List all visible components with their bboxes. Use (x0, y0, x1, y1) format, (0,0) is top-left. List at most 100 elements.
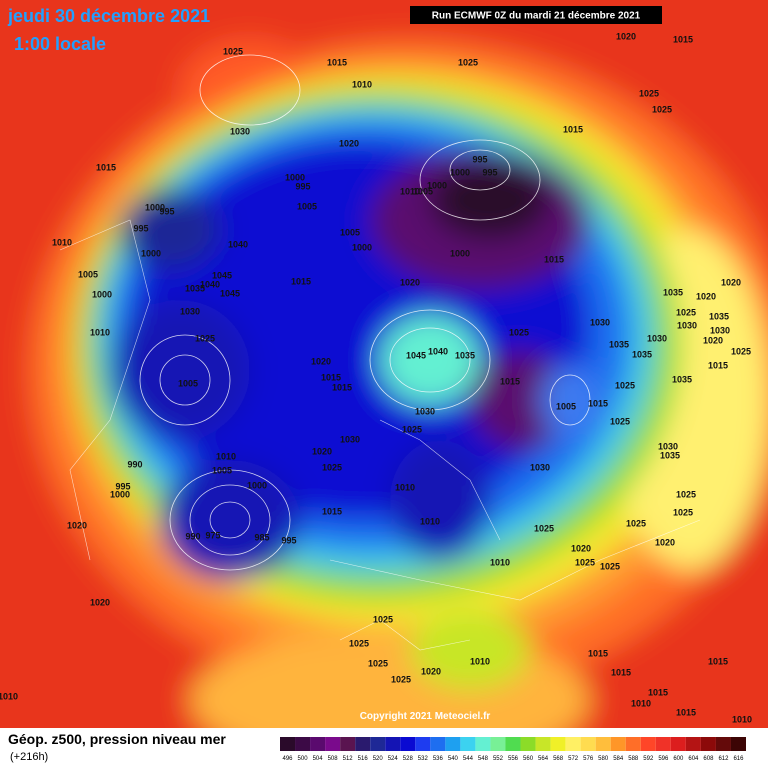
colorbar-label: 520 (373, 756, 384, 762)
isobar-label: 1040 (228, 239, 248, 249)
isobar-label: 1020 (421, 666, 441, 676)
isobar-label: 1015 (611, 667, 631, 677)
colorbar-swatch (280, 737, 296, 751)
colorbar-swatch (520, 737, 536, 751)
isobar-label: 1015 (291, 276, 311, 286)
isobar-label: 1025 (676, 489, 696, 499)
colorbar-swatch (550, 737, 566, 751)
colorbar-label: 608 (703, 756, 714, 762)
colorbar-swatch (400, 737, 416, 751)
isobar-label: 1010 (400, 186, 420, 196)
colorbar-swatch (430, 737, 446, 751)
run-box (410, 6, 662, 24)
isobar-label: 1015 (96, 162, 116, 172)
colorbar-label: 616 (733, 756, 744, 762)
isobar-label: 1025 (534, 523, 554, 533)
isobar-label: 1020 (312, 446, 332, 456)
isobar-label: 995 (133, 223, 148, 233)
colorbar-swatch (445, 737, 461, 751)
isobar-label: 1000 (352, 242, 372, 252)
isobar-label: 1015 (648, 687, 668, 697)
colorbar-swatch (670, 737, 686, 751)
isobar-label: 1035 (609, 339, 629, 349)
colorbar-label: 588 (628, 756, 639, 762)
colorbar-swatch (730, 737, 746, 751)
isobar-label: 1020 (339, 138, 359, 148)
colorbar-swatch (385, 737, 401, 751)
isobar-label: 1020 (703, 335, 723, 345)
colorbar-swatch (640, 737, 656, 751)
isobar-label: 1010 (52, 237, 72, 247)
isobar-label: 990 (127, 459, 142, 469)
isobar-label: 1025 (368, 658, 388, 668)
isobar-label: 1025 (402, 424, 422, 434)
isobar-label: 1015 (544, 254, 564, 264)
isobar-label: 1025 (391, 674, 411, 684)
isobar-label: 1025 (673, 507, 693, 517)
run: Run ECMWF 0Z du mardi 21 décembre 2021 (432, 11, 641, 22)
isobar-label: 1015 (588, 398, 608, 408)
isobar-label: 1030 (647, 333, 667, 343)
colorbar-label: 504 (313, 756, 324, 762)
isobar-label: 1000 (145, 202, 165, 212)
footer-title: Géop. z500, pression niveau mer (8, 731, 226, 747)
coastlines (59, 219, 701, 651)
colorbar-swatch (625, 737, 641, 751)
colorbar-label: 560 (523, 756, 534, 762)
isobar-label: 1005 (297, 201, 317, 211)
isobar-label: 990 (185, 531, 200, 541)
colorbar-swatch (415, 737, 431, 751)
colorbar-swatch (700, 737, 716, 751)
colorbar-label: 568 (553, 756, 564, 762)
isobar-label: 1015 (563, 124, 583, 134)
isobar-label: 1025 (509, 327, 529, 337)
isobar-label: 1015 (673, 34, 693, 44)
isobar-label: 1020 (616, 31, 636, 41)
isobar-label: 1020 (696, 291, 716, 301)
isobar-label: 1025 (610, 416, 630, 426)
colorbar: 496 500 504 508 512 516 520 524 528 532 536 540 544 5… (280, 737, 746, 762)
isobar-label: 1025 (600, 561, 620, 571)
colorbar-label: 552 (493, 756, 504, 762)
isobar-label: 1025 (458, 57, 478, 67)
isobar-label: 1010 (90, 327, 110, 337)
isobar-label: 1030 (415, 406, 435, 416)
isobar-label: 1015 (327, 57, 347, 67)
colorbar-label: 592 (643, 756, 654, 762)
isobar-label: 1005 (340, 227, 360, 237)
colorbar-swatch (655, 737, 671, 751)
date: jeudi 30 décembre 2021 (7, 6, 210, 26)
isobar-label: 1000 (450, 167, 470, 177)
colorbar-label: 540 (448, 756, 459, 762)
isobar-label: 1025 (676, 307, 696, 317)
isobar-label: 995 (482, 167, 497, 177)
isobar-label: 1005 (78, 269, 98, 279)
isobar-label: 1000 (450, 248, 470, 258)
isobar-label: 1015 (322, 506, 342, 516)
colorbar-label: 596 (658, 756, 669, 762)
isobar-label: 995 (159, 206, 174, 216)
isobar-label: 1020 (90, 597, 110, 607)
isobar-label: 1010 (420, 516, 440, 526)
colorbar-label: 556 (508, 756, 519, 762)
isobar-label: 1045 (212, 270, 232, 280)
isobar-label: 1025 (615, 380, 635, 390)
isobar-label: 1025 (223, 46, 243, 56)
isobar-label: 1030 (710, 325, 730, 335)
colorbar-label: 536 (433, 756, 444, 762)
isobar-label: 1000 (285, 172, 305, 182)
isobar-label: 1010 (216, 451, 236, 461)
isobar-label: 1025 (349, 638, 369, 648)
isobar-label: 1025 (626, 518, 646, 528)
isobar-label: 1025 (639, 88, 659, 98)
colorbar-swatch (715, 737, 731, 751)
isobar-label: 1035 (632, 349, 652, 359)
isobar-label: 1020 (721, 277, 741, 287)
isobar-label: 1010 (732, 714, 752, 724)
colorbar-label: 580 (598, 756, 609, 762)
isobar-label: 1015 (500, 376, 520, 386)
colorbar-swatch (460, 737, 476, 751)
isobar-label: 1025 (373, 614, 393, 624)
colorbar-swatch (325, 737, 341, 751)
